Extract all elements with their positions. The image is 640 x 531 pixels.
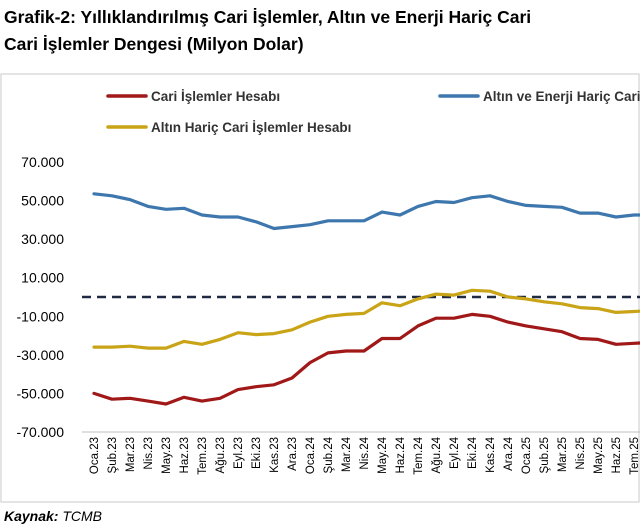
y-tick-label: -30.000 — [17, 347, 65, 363]
x-tick-label: Ara.23 — [287, 437, 299, 471]
y-tick-label: 30.000 — [21, 231, 64, 247]
x-tick-label: Şub.23 — [107, 437, 119, 473]
x-tick-label: Şub.25 — [539, 437, 551, 473]
legend-label-1: Cari İşlemler Hesabı — [151, 89, 280, 104]
x-tick-label: May.23 — [161, 437, 173, 474]
x-tick-label: May.24 — [377, 436, 389, 473]
x-tick-label: Ara.24 — [503, 436, 515, 470]
y-tick-label: 10.000 — [21, 270, 64, 286]
x-tick-label: Eki.23 — [251, 437, 263, 469]
x-tick-label: Tem.24 — [413, 436, 425, 474]
x-tick-label: Nis.23 — [143, 437, 155, 470]
x-tick-label: Mar.24 — [341, 436, 353, 472]
x-tick-label: Oca.25 — [521, 437, 533, 474]
chart-title: Grafik-2: Yıllıklandırılmış Cari İşlemle… — [4, 4, 640, 58]
x-tick-label: May.25 — [593, 437, 605, 474]
x-tick-label: Tem.23 — [197, 437, 209, 475]
chart-title-line-2: Cari İşlemler Dengesi (Milyon Dolar) — [4, 34, 304, 54]
x-tick-label: Tem.25 — [629, 437, 640, 475]
x-tick-label: Haz.25 — [611, 437, 623, 473]
x-tick-label: Oca.23 — [89, 437, 101, 474]
x-tick-label: Mar.25 — [557, 437, 569, 472]
y-tick-label: -50.000 — [17, 385, 65, 401]
y-tick-label: 50.000 — [21, 193, 64, 209]
x-tick-label: Eyl.23 — [233, 437, 245, 469]
legend-label-3: Altın Hariç Cari İşlemler Hesabı — [151, 120, 351, 135]
chart-frame — [0, 73, 640, 503]
source-label: Kaynak: — [4, 508, 59, 524]
x-tick-label: Eyl.24 — [449, 436, 461, 469]
x-tick-label: Haz.24 — [395, 436, 407, 473]
x-tick-label: Haz.23 — [179, 437, 191, 473]
x-tick-label: Mar.23 — [125, 437, 137, 472]
y-tick-label: -70.000 — [17, 424, 65, 440]
legend-label-2: Altın ve Enerji Hariç Cari İşlemler Hesa… — [483, 89, 640, 104]
source-value: TCMB — [62, 508, 103, 524]
y-tick-label: 70.000 — [21, 154, 64, 170]
chart-title-line-1: Grafik-2: Yıllıklandırılmış Cari İşlemle… — [4, 7, 532, 27]
series-line-2 — [92, 192, 640, 231]
x-tick-label: Şub.24 — [323, 436, 335, 473]
x-tick-label: Kas.24 — [485, 436, 497, 472]
x-tick-label: Eki.24 — [467, 436, 479, 469]
source-note: Kaynak: TCMB — [4, 508, 102, 524]
x-tick-label: Nis.24 — [359, 436, 371, 469]
series-line-1 — [92, 312, 640, 406]
x-tick-label: Nis.25 — [575, 437, 587, 470]
y-tick-label: -10.000 — [17, 308, 65, 324]
x-tick-label: Kas.23 — [269, 437, 281, 473]
x-tick-label: Oca.24 — [305, 436, 317, 474]
x-tick-label: Ağu.24 — [431, 436, 443, 473]
series-line-3 — [92, 288, 640, 350]
x-tick-label: Ağu.23 — [215, 437, 227, 473]
